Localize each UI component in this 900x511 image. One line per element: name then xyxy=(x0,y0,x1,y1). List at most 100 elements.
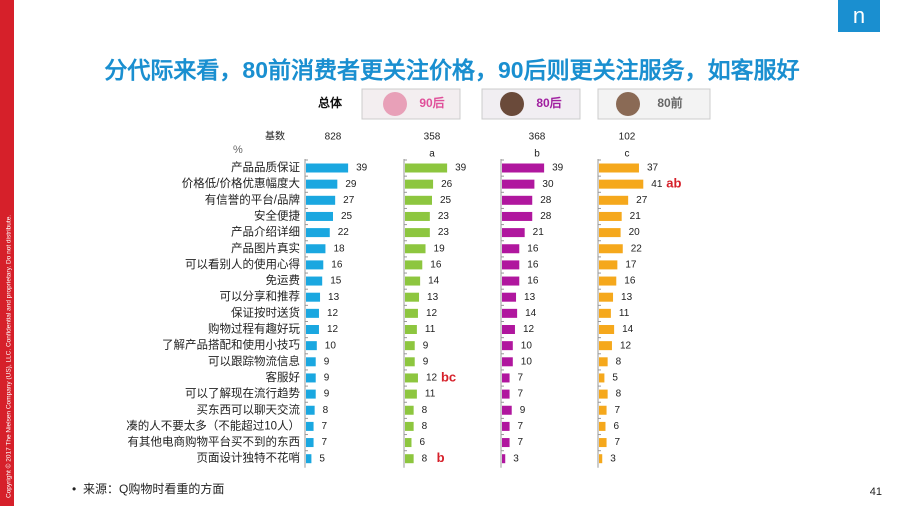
value-label: 10 xyxy=(325,340,337,351)
value-label: 14 xyxy=(428,276,440,287)
bar xyxy=(502,454,506,464)
value-label: 18 xyxy=(333,243,345,254)
value-label: 9 xyxy=(423,356,429,367)
category-label: 安全便捷 xyxy=(254,208,300,222)
bar xyxy=(306,179,338,189)
group-letter: a xyxy=(429,149,435,160)
bar xyxy=(599,405,607,415)
value-label: 12 xyxy=(327,324,339,335)
avatar xyxy=(616,92,640,116)
bar xyxy=(599,195,629,205)
bar xyxy=(405,308,418,318)
value-label: 13 xyxy=(524,292,536,303)
value-label: 12 xyxy=(620,340,632,351)
bullet: • xyxy=(72,482,76,496)
category-label: 可以了解现在流行趋势 xyxy=(185,386,300,400)
value-label: 7 xyxy=(322,437,328,448)
bar xyxy=(599,292,614,302)
bar xyxy=(599,244,623,254)
photo-80q xyxy=(597,88,711,120)
bar xyxy=(405,228,430,238)
bar xyxy=(502,179,535,189)
group-letter: c xyxy=(625,149,630,160)
bar xyxy=(306,228,330,238)
bar xyxy=(306,211,333,221)
bar xyxy=(599,211,622,221)
bar xyxy=(502,405,512,415)
photo-90 xyxy=(361,88,461,120)
value-label: 37 xyxy=(647,163,659,174)
copyright: Copyright © 2017 The Nielsen Company (US… xyxy=(5,215,13,498)
bar xyxy=(502,260,520,270)
value-label: 16 xyxy=(527,260,539,271)
bar xyxy=(306,389,316,399)
logo: n xyxy=(853,3,865,28)
category-label: 保证按时送货 xyxy=(231,305,300,319)
base-label: 基数 xyxy=(265,130,285,143)
value-label: 8 xyxy=(616,356,622,367)
value-label: 10 xyxy=(521,356,533,367)
bar xyxy=(599,357,608,367)
value-label: 5 xyxy=(612,373,618,384)
significance: bc xyxy=(441,369,456,384)
panel-name: 80后 xyxy=(536,95,561,110)
value-label: 11 xyxy=(619,308,630,319)
value-label: 16 xyxy=(527,243,539,254)
value-label: 41 xyxy=(651,179,663,190)
value-label: 12 xyxy=(426,373,438,384)
bar xyxy=(405,292,420,302)
panel-name: 80前 xyxy=(657,95,682,110)
value-label: 39 xyxy=(356,163,368,174)
value-label: 14 xyxy=(622,324,634,335)
bar xyxy=(502,244,520,254)
value-label: 6 xyxy=(613,421,619,432)
value-label: 11 xyxy=(425,324,436,335)
category-label: 可以看别人的使用心得 xyxy=(185,257,300,271)
bar xyxy=(502,341,513,351)
value-label: 39 xyxy=(455,163,467,174)
bar xyxy=(405,195,432,205)
bar xyxy=(306,341,317,351)
bar xyxy=(405,421,414,431)
category-label: 了解产品搭配和使用小技巧 xyxy=(162,338,300,352)
value-label: 7 xyxy=(518,373,524,384)
bar xyxy=(599,276,617,286)
value-label: 5 xyxy=(319,453,325,464)
bar xyxy=(306,438,314,448)
value-label: 19 xyxy=(434,243,446,254)
photo-80 xyxy=(481,88,581,120)
value-label: 7 xyxy=(615,437,621,448)
bar xyxy=(405,341,415,351)
value-label: 28 xyxy=(540,211,552,222)
significance: ab xyxy=(666,176,681,191)
bar xyxy=(306,421,314,431)
unit: % xyxy=(233,144,243,156)
bar xyxy=(306,308,319,318)
value-label: 16 xyxy=(624,276,636,287)
value-label: 9 xyxy=(324,373,330,384)
category-label: 购物过程有趣好玩 xyxy=(208,322,300,336)
value-label: 9 xyxy=(520,405,526,416)
value-label: 8 xyxy=(422,453,428,464)
value-label: 13 xyxy=(621,292,633,303)
category-label: 免运费 xyxy=(266,273,301,287)
bar xyxy=(502,438,510,448)
bar xyxy=(405,373,418,383)
source: 来源：Q购物时看重的方面 xyxy=(83,481,224,496)
category-label: 凑的人不要太多（不能超过10人） xyxy=(126,418,300,432)
bar xyxy=(502,276,520,286)
value-label: 15 xyxy=(330,276,342,287)
panel-name: 90后 xyxy=(419,95,444,110)
value-label: 12 xyxy=(327,308,339,319)
value-label: 12 xyxy=(523,324,535,335)
bar xyxy=(599,454,603,464)
value-label: 8 xyxy=(422,405,428,416)
category-label: 页面设计独特不花哨 xyxy=(197,451,301,465)
value-label: 21 xyxy=(533,227,545,238)
bar xyxy=(599,389,608,399)
bar xyxy=(599,341,612,351)
panel-name: 总体 xyxy=(318,95,343,110)
bar xyxy=(405,244,426,254)
value-label: 27 xyxy=(636,195,648,206)
